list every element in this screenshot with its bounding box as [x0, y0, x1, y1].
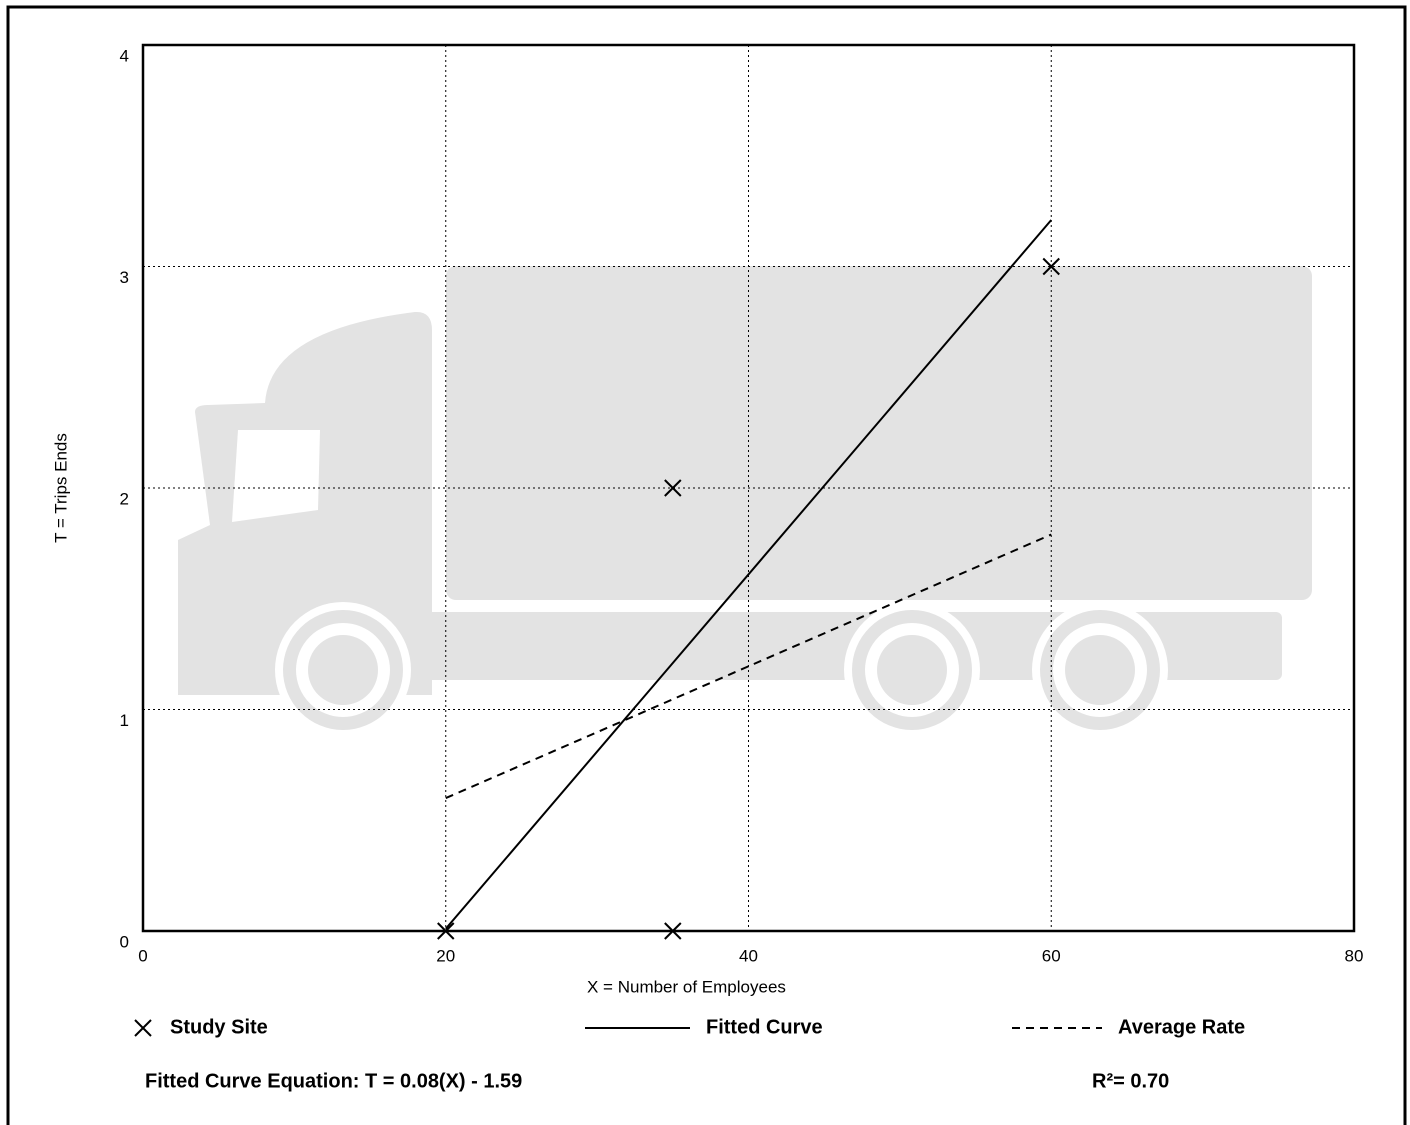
y-tick-label: 0 [120, 932, 129, 951]
legend-label: Study Site [170, 1016, 268, 1038]
data-point [1042, 257, 1060, 276]
y-axis-label: T = Trips Ends [51, 433, 70, 543]
y-tick-label: 4 [120, 46, 129, 65]
y-tick-label: 1 [120, 711, 129, 730]
y-tick-label: 2 [120, 489, 129, 508]
x-tick-label: 80 [1345, 946, 1364, 965]
plot-border [141, 43, 1356, 933]
data-point [664, 922, 682, 940]
truck-watermark [178, 266, 1312, 738]
legend-label: Fitted Curve [706, 1016, 823, 1038]
data-point [664, 479, 682, 497]
r-squared: R²= 0.70 [1092, 1070, 1169, 1092]
x-tick-label: 0 [138, 946, 147, 965]
legend-marker [134, 1019, 152, 1037]
x-tick-label: 20 [436, 946, 455, 965]
legend-label: Average Rate [1118, 1016, 1245, 1038]
equation: Fitted Curve Equation: T = 0.08(X) - 1.5… [145, 1070, 522, 1092]
trend-line [444, 219, 1053, 930]
x-tick-label: 40 [739, 946, 758, 965]
trend-line [445, 533, 1052, 800]
y-tick-label: 3 [120, 268, 129, 287]
data-point [437, 922, 455, 940]
x-axis-label: X = Number of Employees [587, 977, 786, 996]
x-tick-label: 60 [1042, 946, 1061, 965]
